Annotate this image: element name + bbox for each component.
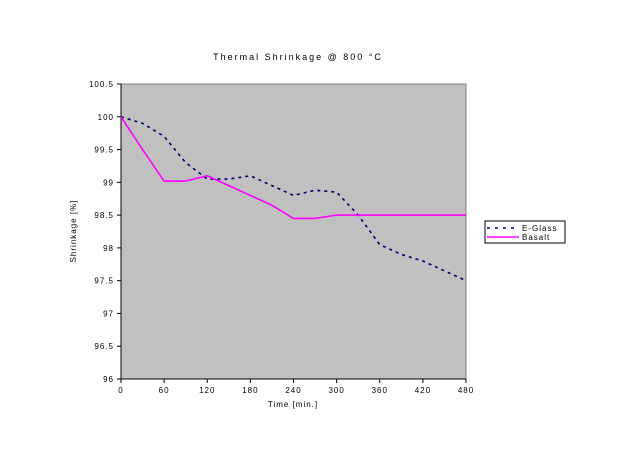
x-tick-label: 480 <box>458 386 474 395</box>
x-tick-label: 0 <box>118 386 123 395</box>
x-tick-label: 180 <box>242 386 258 395</box>
y-tick-label: 99.5 <box>94 146 114 155</box>
y-tick-label: 100 <box>98 113 114 122</box>
x-tick-label: 360 <box>372 386 388 395</box>
y-tick-label: 98.5 <box>94 211 114 220</box>
x-tick-label: 240 <box>285 386 301 395</box>
series-line-basalt <box>120 116 466 220</box>
chart-title: Thermal Shrinkage @ 800 °C <box>213 52 383 62</box>
y-tick-label: 99 <box>103 178 114 187</box>
legend-label: Basalt <box>522 233 550 242</box>
x-axis-label: Time [min.] <box>268 400 318 409</box>
x-tick-label: 300 <box>328 386 344 395</box>
y-tick-label: 96 <box>103 375 114 384</box>
y-tick-label: 97 <box>103 309 114 318</box>
series-line-eglass <box>120 116 467 282</box>
y-tick-label: 96.5 <box>94 342 114 351</box>
y-tick-label: 97.5 <box>94 277 114 286</box>
y-axis-label: Shrinkage [%] <box>69 200 78 263</box>
x-tick-label: 60 <box>159 386 170 395</box>
legend-label: E-Glass <box>522 224 557 233</box>
y-tick-label: 98 <box>103 244 114 253</box>
x-tick-label: 420 <box>415 386 431 395</box>
x-tick-label: 120 <box>199 386 215 395</box>
plot-area <box>120 83 467 380</box>
y-tick-label: 100.5 <box>89 80 114 89</box>
